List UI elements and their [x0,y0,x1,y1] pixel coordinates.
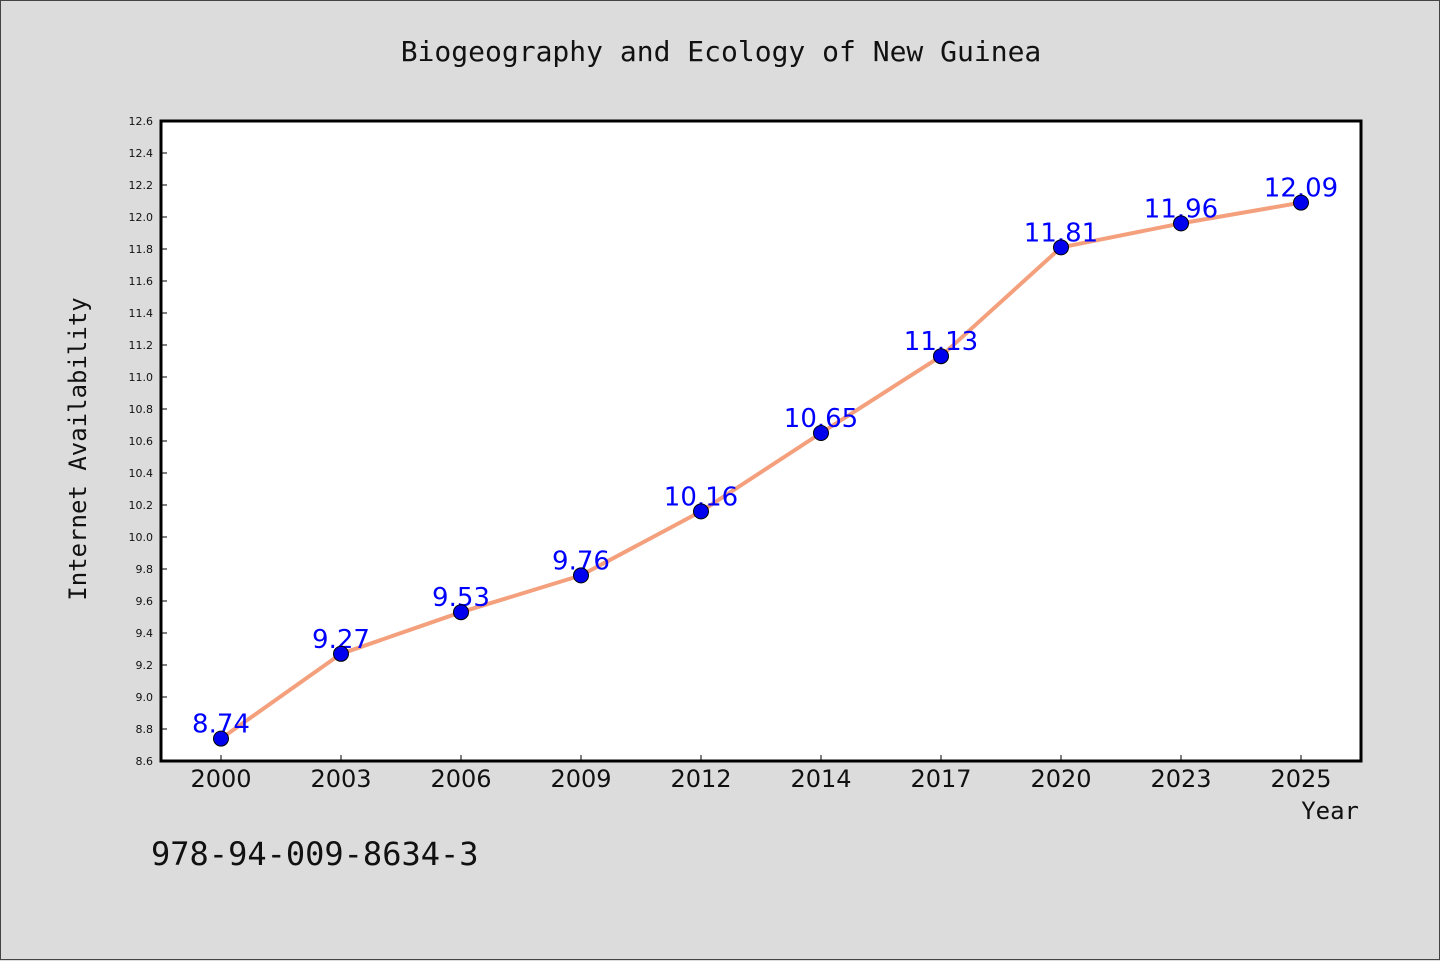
data-point [573,567,589,584]
data-point [333,645,349,662]
data-point [213,730,229,747]
plot-border [159,119,1363,763]
x-tick-label: 2000 [190,765,251,793]
y-tick-label: 10.8 [129,403,154,416]
y-tick-label: 8.8 [136,723,154,736]
series-line [219,200,1302,741]
y-tick-label: 9.4 [136,627,154,640]
y-tick-label: 12.6 [129,115,154,128]
y-tick-label: 11.4 [129,307,154,320]
x-tick-label: 2023 [1150,765,1211,793]
data-point [1293,194,1309,211]
x-axis-label: Year [1301,797,1359,825]
y-tick-label: 9.8 [136,563,154,576]
y-tick-label: 11.6 [129,275,154,288]
y-tick-label: 9.2 [136,659,154,672]
data-point [1173,215,1189,232]
chart-title: Biogeography and Ecology of New Guinea [400,35,1042,68]
y-tick-label: 10.4 [129,467,154,480]
y-tick-label: 12.0 [129,211,154,224]
x-tick-label: 2006 [430,765,491,793]
y-tick-label: 12.4 [129,147,154,160]
x-tick-label: 2014 [790,765,851,793]
y-tick-label: 8.6 [136,755,154,768]
y-tick-label: 11.8 [129,243,154,256]
y-tick-label: 12.2 [129,179,154,192]
data-point [1053,239,1069,256]
y-tick-label: 9.6 [136,595,154,608]
y-tick-label: 10.6 [129,435,154,448]
x-tick-label: 2003 [310,765,371,793]
x-tick-label: 2012 [670,765,731,793]
y-tick-label: 10.2 [129,499,154,512]
data-point [693,503,709,520]
y-tick-label: 9.0 [136,691,154,704]
x-tick-label: 2020 [1030,765,1091,793]
y-tick-label: 10.0 [129,531,154,544]
isbn-text: 978-94-009-8634-3 [151,835,479,873]
y-tick-label: 11.2 [129,339,154,352]
x-tick-label: 2009 [550,765,611,793]
y-tick-label: 11.0 [129,371,154,384]
data-point [933,348,949,365]
data-point [813,425,829,441]
x-tick-label: 2025 [1270,765,1331,793]
x-tick-label: 2017 [910,765,971,793]
data-point [453,604,469,621]
